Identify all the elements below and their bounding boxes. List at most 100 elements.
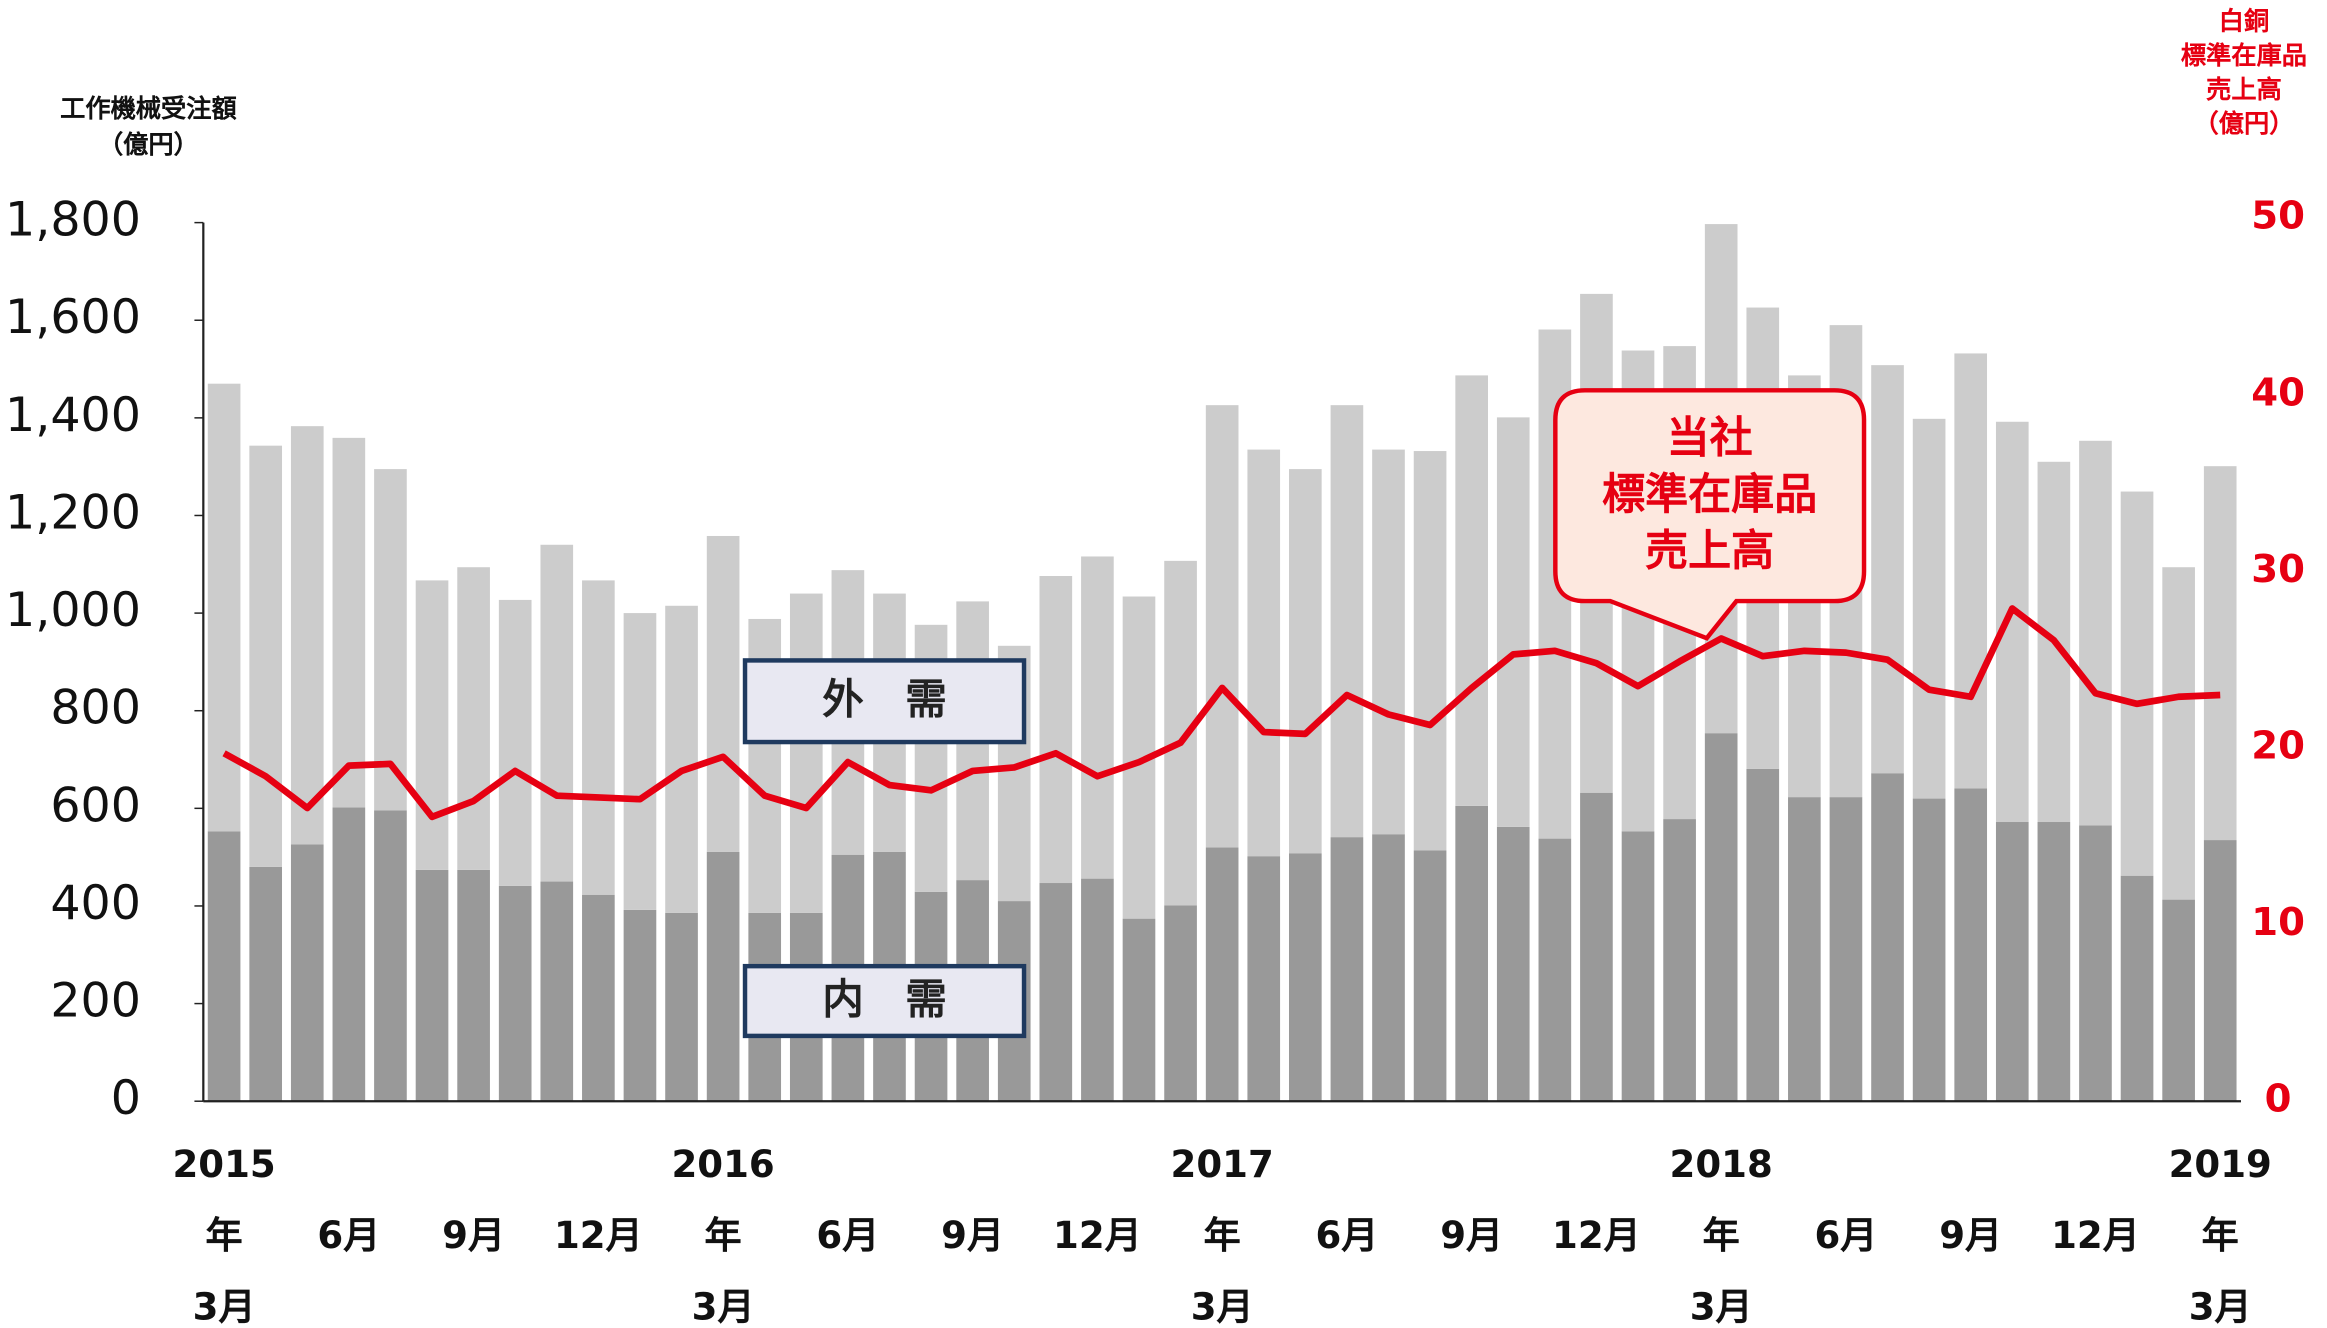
y2-tick-label: 30 [2251,547,2305,592]
bar [1413,850,1447,1102]
series-label-box [742,658,1027,745]
bar [1372,449,1405,835]
y-axis-title: 工作機械受注額 （億円） [60,94,237,161]
y-tick-label: 1,800 [5,193,141,248]
x-tick-label: 2019 年 3月 [2168,1142,2272,1328]
y-tick-label: 0 [111,1071,141,1126]
bar [290,844,324,1102]
x-tick-label: 2017 年 3月 [1170,1142,1274,1328]
x-tick-label: 9月 [941,1213,1005,1258]
bar [498,599,532,886]
bar [665,912,698,1102]
bar [1330,405,1364,838]
bar [374,810,407,1102]
bar [1954,353,1988,789]
bar [1247,856,1281,1102]
bar [1788,797,1821,1102]
bar [582,894,615,1102]
x-tick-label: 12月 [1053,1213,1142,1258]
bar [2079,825,2112,1102]
x-tick-label: 6月 [816,1213,880,1258]
bar [1580,792,1613,1102]
bar [1912,798,1946,1102]
x-tick-label: 9月 [1440,1213,1504,1258]
bar [1496,417,1530,827]
y-tick-label: 1,200 [5,485,141,540]
bar [1995,421,2029,823]
bar [706,535,740,852]
bar [1538,838,1572,1102]
bar [498,885,532,1102]
bar [249,445,283,867]
bar [2162,567,2195,900]
y-tick-label: 800 [50,681,141,736]
y-tick-label: 200 [50,974,141,1029]
x-tick-label: 6月 [317,1213,381,1258]
y-tick-label: 1,400 [5,388,141,443]
y2-axis-title: 白銅 標準在庫品 売上高 （億円） [2180,7,2308,140]
bar [1039,883,1073,1102]
bar [207,831,241,1102]
y-tick-label: 1,600 [5,290,141,345]
bar [2037,822,2071,1102]
bar [1455,375,1488,806]
bar [623,909,657,1102]
y2-tick-label: 10 [2251,900,2305,945]
bar [1496,826,1530,1102]
bar [457,869,490,1102]
bar [1871,773,1904,1102]
bar [1829,797,1863,1102]
x-tick-label: 12月 [553,1213,643,1258]
bar [1164,905,1197,1102]
bar [1289,853,1322,1102]
bar [1205,847,1239,1102]
bar [1912,418,1946,799]
x-tick-label: 9月 [1939,1213,2003,1258]
bar [665,605,698,913]
bar [2203,840,2237,1102]
bar [1164,560,1197,906]
series-label: 外 需 [822,675,947,724]
bar [1621,831,1655,1102]
bar [706,851,740,1102]
line-label: 当社 標準在庫品 売上高 [1602,412,1818,576]
bar [207,383,241,832]
x-tick-label: 6月 [1814,1213,1878,1258]
bar [582,580,615,895]
bar [1081,556,1114,879]
bar [1372,834,1405,1102]
bar [1247,449,1281,857]
bar [1455,805,1488,1102]
series-label-box [742,963,1027,1039]
bar [2120,875,2154,1102]
bar [789,593,823,913]
callout-box [1553,388,1867,641]
y2-tick-label: 0 [2265,1077,2292,1122]
bar [540,544,574,882]
x-tick-label: 9月 [442,1213,506,1258]
y2-tick-label: 40 [2251,370,2305,415]
bar [1704,733,1738,1102]
bar [2079,440,2112,826]
x-tick-label: 6月 [1315,1213,1379,1258]
bar [623,613,657,910]
bar [1081,878,1114,1102]
y-tick-label: 400 [50,876,141,931]
x-tick-label: 2015 年 3月 [172,1142,276,1328]
bar [2162,899,2195,1102]
x-tick-label: 2016 年 3月 [671,1142,775,1328]
bar [1122,918,1156,1102]
bar [540,881,574,1102]
bar [415,580,449,870]
bar [1871,365,1904,774]
y2-tick-label: 20 [2251,723,2305,768]
bar [1746,768,1780,1102]
x-tick-label: 2018 年 3月 [1669,1142,1773,1328]
bar [332,437,366,808]
bar [457,567,490,870]
bar [249,866,283,1102]
bar [290,426,324,845]
